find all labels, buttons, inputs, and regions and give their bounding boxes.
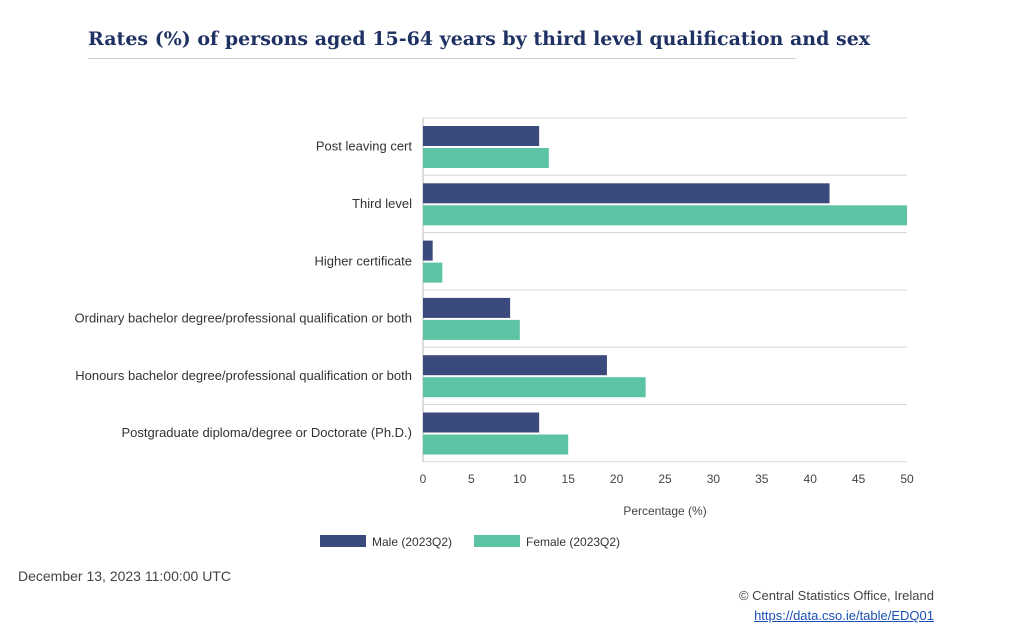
category-label: Postgraduate diploma/degree or Doctorate…: [122, 425, 413, 440]
category-label: Higher certificate: [314, 253, 412, 268]
x-tick-label: 40: [804, 472, 818, 486]
x-tick-label: 50: [900, 472, 914, 486]
legend-swatch-male: [320, 535, 366, 547]
bar-male: [423, 126, 540, 146]
bar-chart: Post leaving cert Third level Higher certi…: [75, 117, 914, 549]
bar-male: [423, 355, 607, 376]
x-tick-label: 5: [468, 472, 475, 486]
bar-female: [423, 319, 520, 340]
timestamp: December 13, 2023 11:00:00 UTC: [18, 568, 231, 584]
bar-female: [423, 205, 907, 226]
bar-female: [423, 262, 443, 283]
source-link[interactable]: https://data.cso.ie/table/EDQ01: [754, 608, 934, 623]
x-tick-label: 20: [610, 472, 624, 486]
x-tick-label: 15: [562, 472, 576, 486]
credit-block: © Central Statistics Office, Ireland htt…: [739, 586, 934, 626]
bar-female: [423, 148, 549, 168]
bar-female: [423, 434, 569, 455]
category-label: Post leaving cert: [316, 139, 412, 154]
credit-text: © Central Statistics Office, Ireland: [738, 588, 934, 603]
bar-male: [423, 183, 830, 204]
x-tick-label: 30: [707, 472, 721, 486]
x-axis-title: Percentage (%): [623, 504, 706, 518]
legend-swatch-female: [474, 535, 520, 547]
chart-title: Rates (%) of persons aged 15-64 years by…: [88, 28, 870, 59]
legend-label-male: Male (2023Q2): [372, 535, 452, 549]
x-tick-label: 0: [420, 472, 427, 486]
x-tick-label: 25: [658, 472, 672, 486]
bar-female: [423, 377, 646, 398]
category-label: Ordinary bachelor degree/professional qu…: [75, 311, 412, 326]
x-tick-label: 35: [755, 472, 769, 486]
x-tick-label: 10: [513, 472, 527, 486]
category-label: Honours bachelor degree/professional qua…: [75, 368, 412, 383]
bar-male: [423, 240, 433, 261]
x-tick-label: 45: [852, 472, 866, 486]
category-label: Third level: [352, 196, 412, 211]
legend-label-female: Female (2023Q2): [526, 535, 620, 549]
bar-male: [423, 297, 511, 318]
bar-male: [423, 412, 540, 433]
